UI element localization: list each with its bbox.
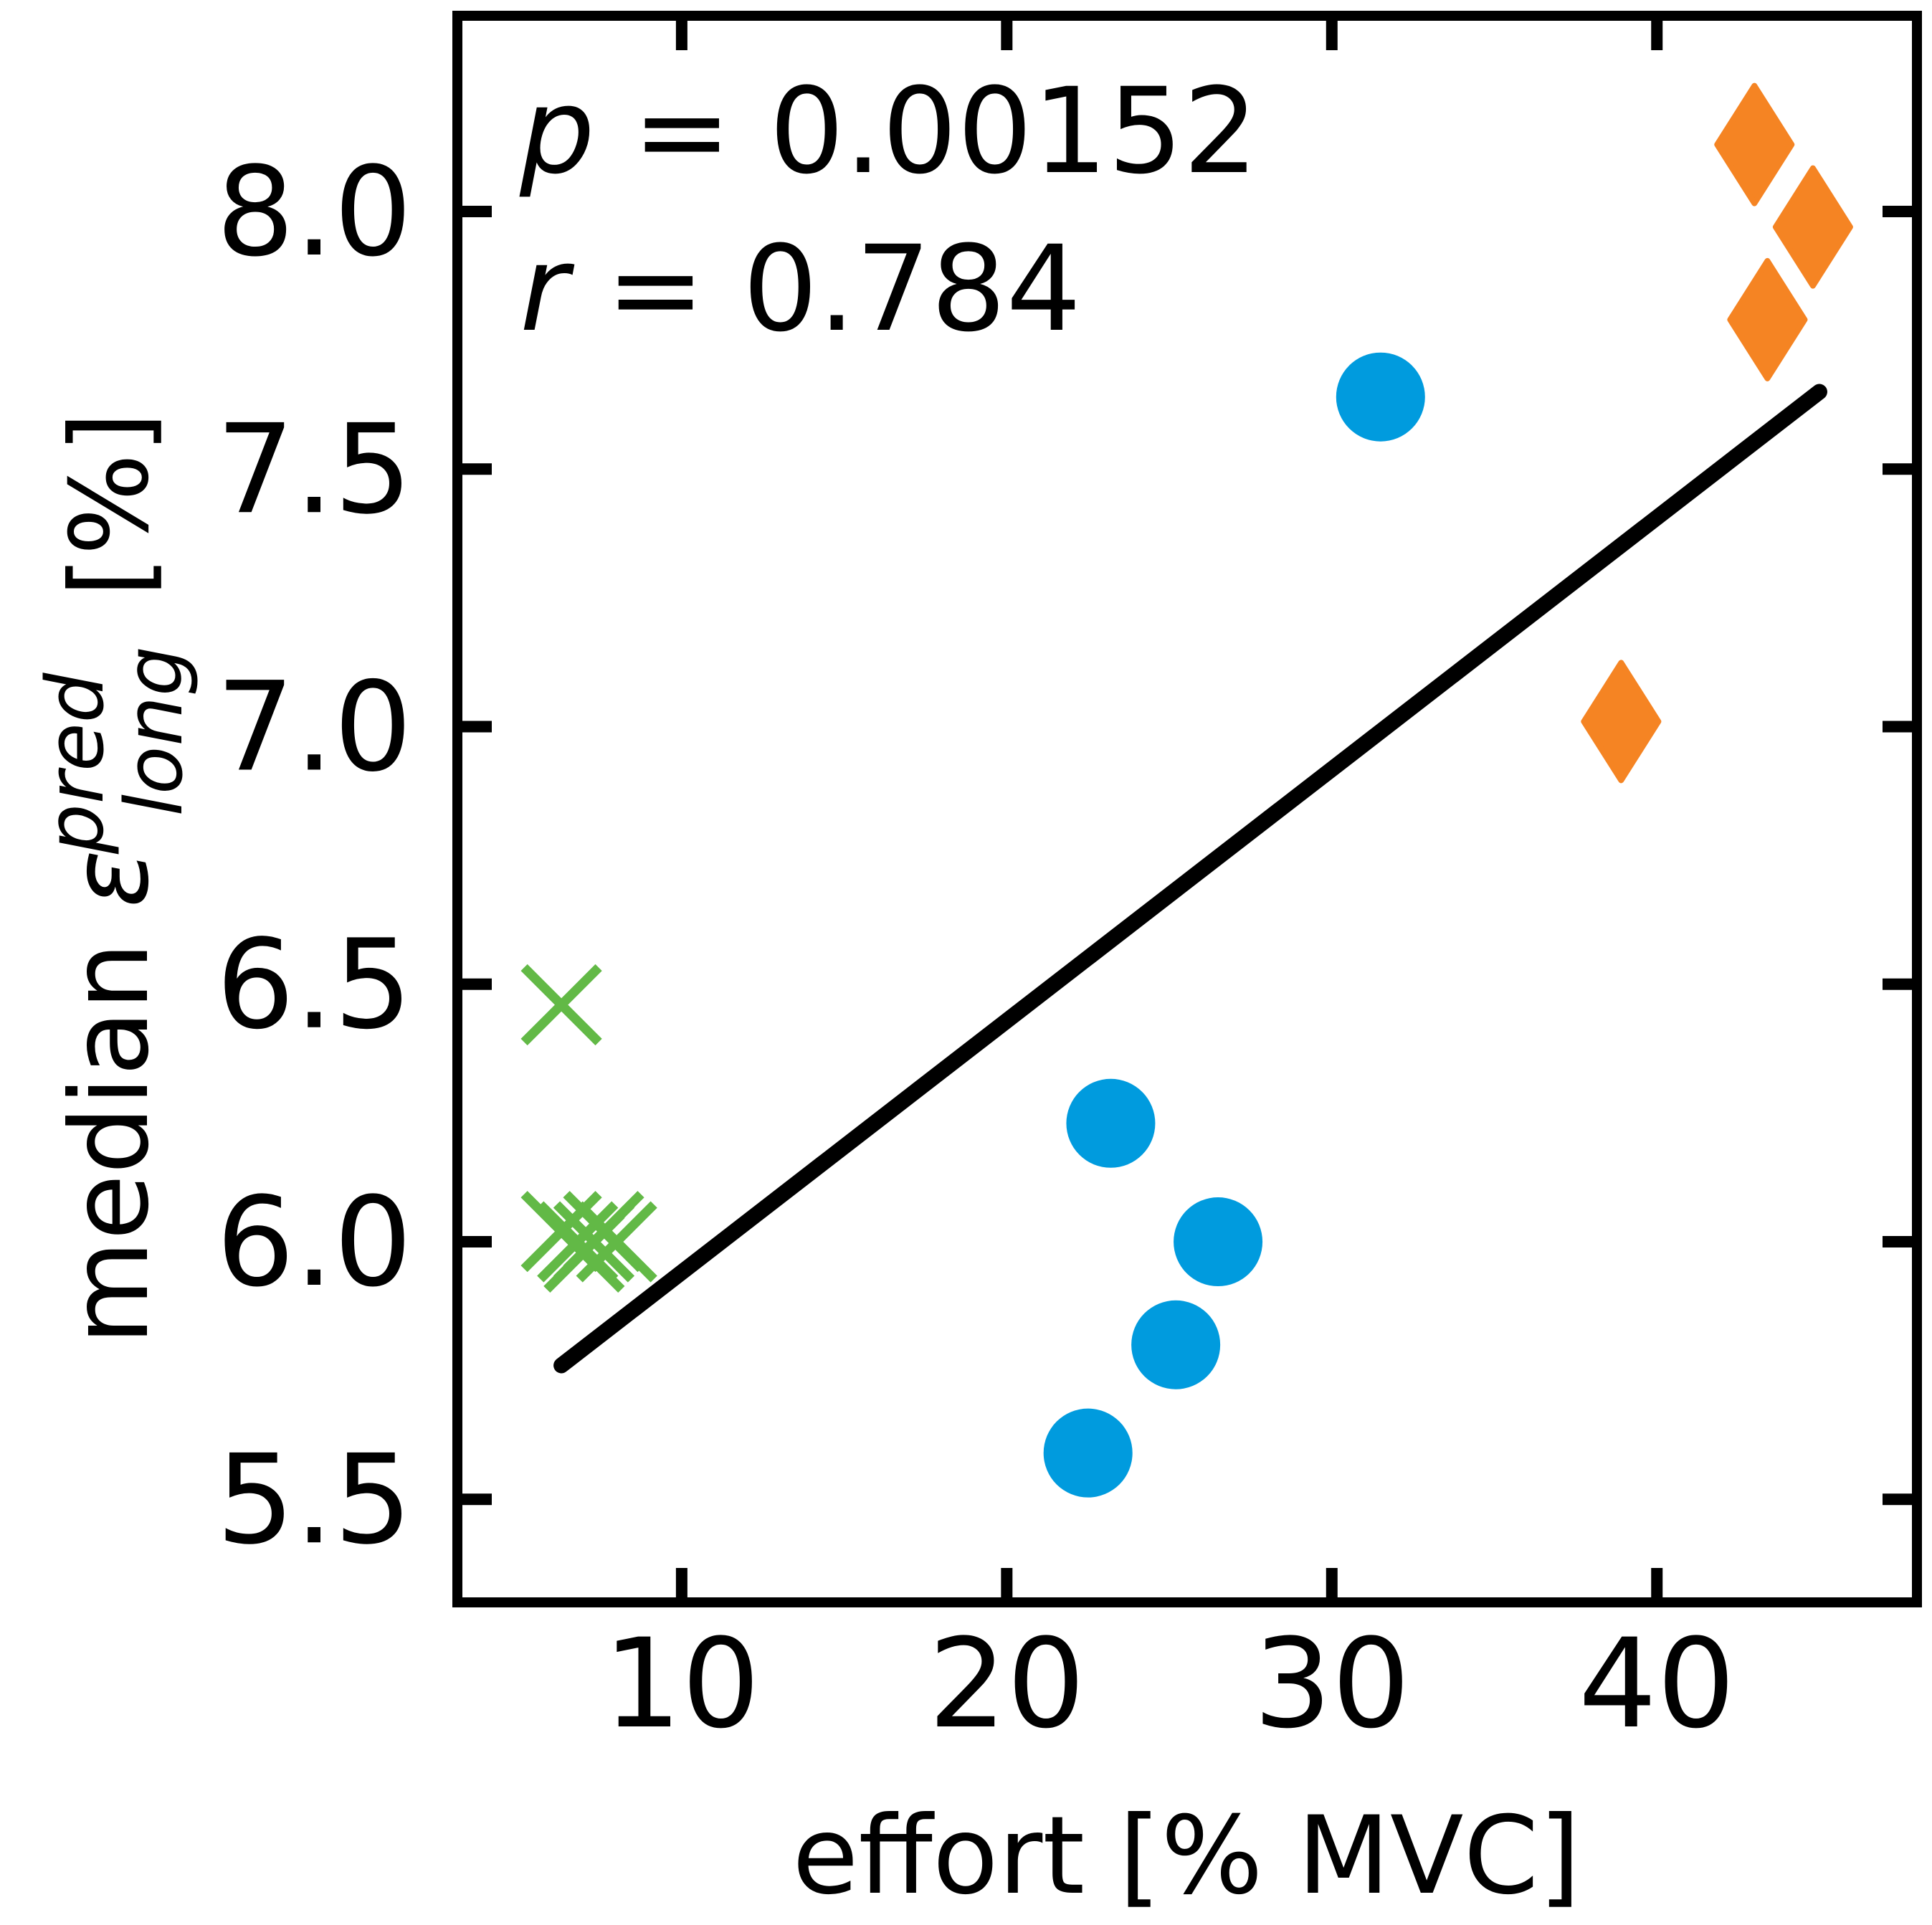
data-point-x [543, 1211, 625, 1293]
data-point-diamond [1714, 82, 1795, 206]
axes [452, 11, 1922, 1607]
x-tick-label: 40 [1579, 1612, 1736, 1756]
plot-area [520, 82, 1853, 1498]
y-tick-label: 6.5 [216, 913, 412, 1057]
x-tick-label: 10 [603, 1612, 760, 1756]
data-point-circle [1336, 352, 1425, 442]
data-point-diamond [1772, 165, 1853, 289]
data-point-diamond [1727, 257, 1808, 381]
data-point-x [520, 964, 602, 1046]
stat-annotation: r = 0.784 [520, 220, 1081, 358]
data-point-circle [1066, 1078, 1156, 1168]
x-axis-title: effort [% MVC] [792, 1794, 1581, 1919]
labels: 10 20 30 40 5.5 6.0 6.5 7.0 7.5 8.0 effort [% MVC]… [29, 62, 1736, 1919]
data-point-diamond [1581, 660, 1662, 784]
y-axis-title: median εpredlong [%] [29, 412, 200, 1345]
y-tick-label: 7.0 [216, 655, 412, 799]
data-point-circle [1043, 1408, 1133, 1498]
fit-line [553, 384, 1827, 1374]
y-tick-label: 6.0 [216, 1170, 412, 1314]
data-point-circle [1174, 1197, 1263, 1287]
y-tick-label: 7.5 [216, 397, 412, 541]
y-tick-label: 5.5 [216, 1427, 412, 1572]
data-point-circle [1131, 1300, 1221, 1389]
x-tick-label: 30 [1253, 1612, 1410, 1756]
stat-annotation: p = 0.00152 [519, 62, 1258, 200]
y-tick-label: 8.0 [216, 140, 412, 284]
x-tick-label: 20 [928, 1612, 1085, 1756]
plot-frame [452, 11, 1922, 1607]
data-point-x [576, 1201, 657, 1283]
